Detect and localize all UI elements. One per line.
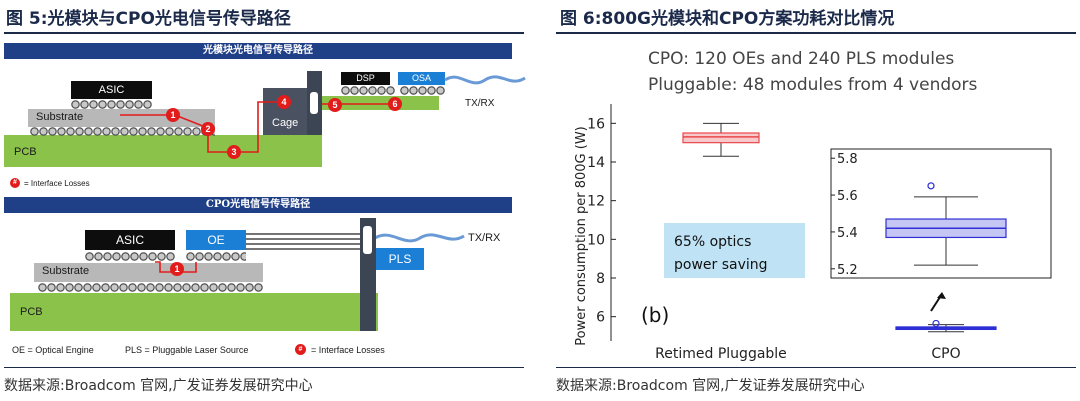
pluggable-laser-source: PLS: [376, 248, 424, 270]
annotation-line-1: CPO: 120 OEs and 240 PLS modules: [648, 49, 954, 69]
inset-y-tick-label-3: 5.8: [837, 152, 858, 167]
interface-loss-marker-2: 2: [201, 122, 215, 136]
pluggable-signal-path: [120, 75, 526, 153]
caption-rule: [4, 32, 524, 34]
dsp-chip: DSP: [341, 72, 390, 85]
dsp-ball-array: [341, 86, 395, 95]
box-series: [682, 122, 997, 333]
annotation-line-2: Pluggable: 48 modules from 4 vendors: [648, 75, 978, 95]
cpo-legend-losses-text: = Interface Losses: [311, 345, 385, 355]
inset-outlier-0: [927, 182, 935, 190]
legend-pls-text: PLS = Pluggable Laser Source: [125, 345, 249, 355]
pluggable-pcb: [4, 135, 322, 167]
right-caption-rule: [556, 32, 1076, 34]
pluggable-banner: 光模块光电信号传导路径: [4, 43, 512, 59]
box-0: [682, 132, 760, 144]
x-category-label-0: Retimed Pluggable: [655, 346, 787, 362]
y-tick-label-3: 12: [587, 194, 605, 210]
inset-y-tick-label-1: 5.4: [837, 226, 858, 241]
pluggable-asic: ASIC: [71, 81, 152, 99]
x-axis-categories: Retimed Pluggable CPO: [655, 346, 960, 362]
y-tick-label-0: 6: [596, 310, 605, 326]
y-axis-ticks: 6 8 10 12 14 16: [587, 116, 616, 326]
outlier-1-0: [932, 319, 940, 328]
x-category-label-1: CPO: [931, 346, 960, 362]
cpo-pcb-label: PCB: [20, 306, 43, 318]
figure-5-caption: 图 5:光模块与CPO光电信号传导路径: [6, 9, 291, 29]
y-tick-label-1: 8: [596, 271, 605, 287]
pluggable-txrx-label: TX/RX: [465, 98, 495, 109]
cpo-txrx-label: TX/RX: [468, 232, 501, 244]
osa-ball-array: [400, 86, 445, 95]
interface-loss-marker-5: 5: [328, 98, 342, 112]
inset-y-tick-label-0: 5.2: [837, 263, 858, 278]
left-source-rule: [4, 367, 524, 368]
panel-label: (b): [641, 303, 669, 327]
legend-oe-text: OE = Optical Engine: [12, 345, 94, 355]
cpo-substrate-ball-array: [38, 283, 263, 292]
inset-pointer-arrowhead: [937, 292, 946, 299]
cpo-substrate-label: Substrate: [42, 265, 90, 277]
cpo-inset-plot: 5.2 5.4 5.6 5.8: [830, 148, 1052, 279]
cpo-legend-marker-icon: #: [295, 344, 306, 355]
inset-y-tick-label-2: 5.6: [837, 189, 858, 204]
interface-loss-marker-3: 3: [227, 145, 241, 159]
right-source: 数据来源:Broadcom 官网,广发证券发展研究中心: [556, 378, 865, 394]
pluggable-legend-text: = Interface Losses: [24, 179, 90, 188]
figure-6-caption: 图 6:800G光模块和CPO方案功耗对比情况: [560, 9, 895, 29]
cpo-banner: CPO光电信号传导路径: [4, 197, 512, 213]
interface-loss-marker-1: 1: [166, 108, 180, 122]
cpo-asic-ball-array: [85, 252, 175, 261]
cage-label: Cage: [272, 117, 299, 129]
pluggable-substrate-label: Substrate: [36, 111, 84, 123]
y-tick-label-5: 16: [587, 116, 605, 132]
interface-loss-marker-4: 4: [277, 95, 291, 109]
y-axis-label: Power consumption per 800G (W): [574, 126, 589, 345]
interface-loss-marker-6: 6: [388, 97, 402, 111]
left-source: 数据来源:Broadcom 官网,广发证券发展研究中心: [4, 378, 313, 394]
substrate-ball-array: [30, 127, 215, 136]
cpo-faceplate-port: [363, 226, 372, 254]
right-source-rule: [556, 367, 1076, 368]
cpo-pcb: [10, 293, 378, 331]
oe-ball-array: [186, 252, 246, 261]
osa-chip: OSA: [398, 72, 445, 85]
power-consumption-boxplot: 6 8 10 12 14 16 Retimed Pluggable CPO CPO: 120…: [574, 39, 1073, 362]
module-pcb: [322, 96, 439, 110]
faceplate-port: [310, 92, 318, 114]
optical-engine: OE: [186, 230, 246, 250]
cpo-asic: ASIC: [85, 230, 175, 250]
y-tick-label-2: 10: [587, 232, 605, 248]
saving-line-2: power saving: [674, 257, 768, 273]
legend-marker-icon: #: [10, 178, 20, 188]
cpo-signal-path: [155, 233, 465, 273]
cpo-substrate: [34, 263, 263, 282]
pluggable-pcb-label: PCB: [14, 146, 37, 158]
saving-line-1: 65% optics: [674, 234, 751, 250]
cpo-interface-loss-marker-1: 1: [170, 262, 184, 276]
asic-ball-array: [71, 100, 152, 109]
inset-frame: [830, 148, 1052, 279]
y-tick-label-4: 14: [587, 155, 605, 171]
saving-box: [664, 223, 805, 278]
